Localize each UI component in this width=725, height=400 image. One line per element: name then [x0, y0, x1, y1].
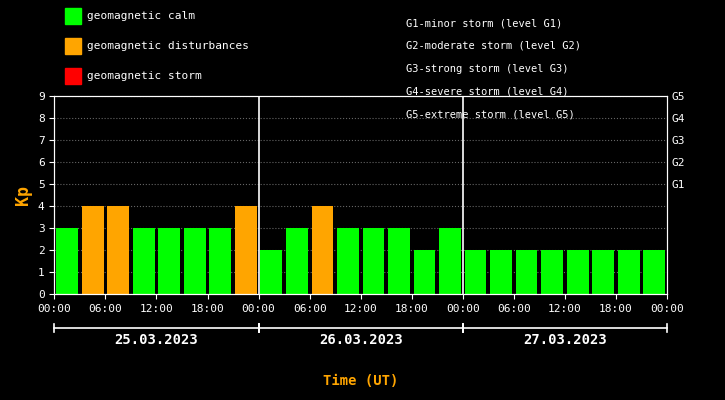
Bar	[515, 250, 537, 294]
Bar	[414, 250, 435, 294]
Bar	[490, 250, 512, 294]
Bar	[286, 228, 307, 294]
Text: G5-extreme storm (level G5): G5-extreme storm (level G5)	[406, 109, 575, 119]
Text: G3-strong storm (level G3): G3-strong storm (level G3)	[406, 64, 568, 74]
Y-axis label: Kp: Kp	[14, 185, 33, 205]
Bar	[82, 206, 104, 294]
Text: G1-minor storm (level G1): G1-minor storm (level G1)	[406, 18, 563, 28]
Bar	[133, 228, 154, 294]
Text: G4-severe storm (level G4): G4-severe storm (level G4)	[406, 86, 568, 96]
Bar	[312, 206, 334, 294]
Text: 26.03.2023: 26.03.2023	[319, 333, 402, 347]
Bar	[57, 228, 78, 294]
Bar	[542, 250, 563, 294]
Text: geomagnetic calm: geomagnetic calm	[87, 11, 195, 21]
Text: 27.03.2023: 27.03.2023	[523, 333, 607, 347]
Bar	[235, 206, 257, 294]
Bar	[465, 250, 486, 294]
Bar	[184, 228, 206, 294]
Bar	[107, 206, 129, 294]
Text: 25.03.2023: 25.03.2023	[115, 333, 199, 347]
Text: geomagnetic storm: geomagnetic storm	[87, 71, 202, 81]
Bar	[643, 250, 665, 294]
Bar	[618, 250, 639, 294]
Bar	[158, 228, 180, 294]
Bar	[362, 228, 384, 294]
Text: Time (UT): Time (UT)	[323, 374, 398, 388]
Bar	[210, 228, 231, 294]
Text: G2-moderate storm (level G2): G2-moderate storm (level G2)	[406, 41, 581, 51]
Bar	[592, 250, 614, 294]
Bar	[260, 250, 282, 294]
Bar	[337, 228, 359, 294]
Bar	[439, 228, 461, 294]
Text: geomagnetic disturbances: geomagnetic disturbances	[87, 41, 249, 51]
Bar	[567, 250, 589, 294]
Bar	[388, 228, 410, 294]
